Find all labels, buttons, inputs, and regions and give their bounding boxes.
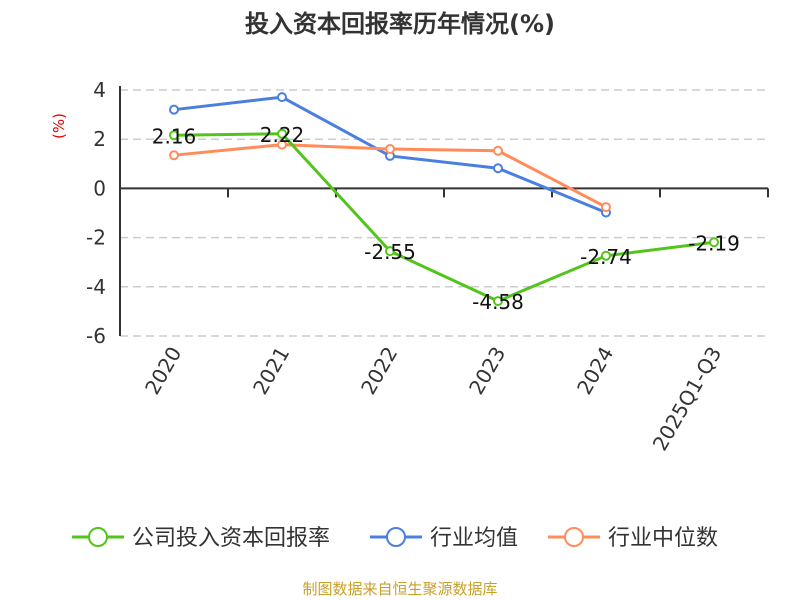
data-point	[385, 144, 395, 155]
legend-label: 行业均值	[430, 526, 518, 551]
data-point	[169, 104, 179, 115]
data-point	[493, 296, 503, 307]
series-line	[173, 132, 715, 303]
legend-label: 公司投入资本回报率	[132, 526, 330, 551]
data-point	[601, 250, 611, 261]
data-point	[277, 128, 287, 139]
source-note: 制图数据来自恒生聚源数据库	[302, 580, 497, 598]
x-tick-label: 2024	[572, 343, 618, 399]
legend-item[interactable]: 公司投入资本回报率	[72, 526, 330, 551]
y-tick-label: -6	[86, 324, 106, 348]
data-point	[493, 145, 503, 156]
legend-marker	[564, 527, 584, 547]
data-label: -2.55	[364, 240, 416, 264]
data-point	[277, 139, 287, 150]
x-tick-label: 2021	[248, 343, 294, 399]
data-point	[709, 237, 719, 248]
data-point	[169, 130, 179, 141]
data-point	[169, 150, 179, 161]
data-point	[601, 202, 611, 213]
y-tick-label: 0	[93, 176, 106, 200]
legend-item[interactable]: 行业中位数	[548, 526, 718, 551]
y-tick-label: 2	[93, 127, 106, 151]
chart-title: 投入资本回报率历年情况(%)	[245, 10, 555, 38]
data-label: -2.19	[688, 231, 740, 255]
data-label: 2.22	[260, 123, 305, 147]
data-point	[277, 92, 287, 103]
y-tick-label: 4	[93, 78, 106, 102]
data-label: -2.74	[580, 245, 632, 269]
y-axis-label: (%)	[50, 113, 68, 139]
data-point	[493, 163, 503, 174]
legend-marker	[88, 527, 108, 547]
x-tick-label: 2023	[464, 343, 510, 399]
legend-marker	[386, 527, 406, 547]
data-label: 2.16	[152, 124, 197, 148]
y-tick-label: -4	[86, 275, 106, 299]
x-tick-label: 2020	[140, 343, 186, 399]
legend-item[interactable]: 行业均值	[370, 526, 518, 551]
x-tick-label: 2025Q1-Q3	[648, 343, 727, 455]
y-tick-label: -2	[86, 226, 106, 250]
x-tick-label: 2022	[356, 343, 402, 399]
data-label: -4.58	[472, 290, 524, 314]
legend-label: 行业中位数	[608, 526, 718, 551]
data-point	[385, 246, 395, 257]
